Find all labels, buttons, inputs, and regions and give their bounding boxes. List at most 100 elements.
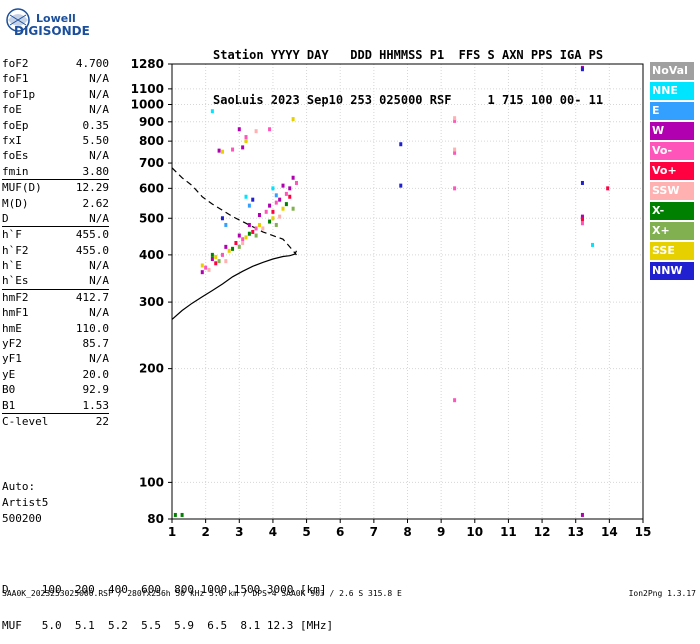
param-value: 110.0 <box>75 321 109 335</box>
echo-point <box>274 200 278 205</box>
station-header: Station YYYY DAY DDD HHMMSS P1 FFS S AXN… <box>213 18 603 123</box>
param-value: 1.53 <box>82 398 110 412</box>
y-tick-label: 1280 <box>131 57 164 71</box>
echo-point <box>291 175 295 180</box>
param-value: N/A <box>89 211 109 225</box>
echo-point <box>453 118 457 123</box>
param-row: B0 92.9 <box>2 382 109 397</box>
y-tick-label: 1000 <box>131 98 164 112</box>
param-value: N/A <box>89 352 109 366</box>
software-version: Ion2Png 1.3.17 <box>628 589 696 598</box>
y-tick-label: 80 <box>147 512 164 526</box>
param-row: hmF1 N/A <box>2 305 109 320</box>
param-name: foF2 <box>2 57 29 70</box>
scaled-parameters-table: foF2 4.700 foF1 N/A foF1p N/A foE N/A foEp 0.35 fx… <box>2 56 109 429</box>
param-value: N/A <box>89 259 109 273</box>
param-name: D <box>2 211 9 225</box>
echo-point <box>217 259 221 264</box>
echo-point <box>606 186 610 191</box>
param-value: 4.700 <box>75 57 109 70</box>
x-tick-label: 8 <box>403 525 411 539</box>
echo-point <box>291 117 295 122</box>
param-value: 455.0 <box>75 228 109 242</box>
x-tick-label: 1 <box>168 525 176 539</box>
echo-point <box>257 222 261 227</box>
ionogram-chart: 1 2 3 4 5 6 7 8 9 10 11 12 13 14 158010020030040050060… <box>131 57 652 539</box>
param-name: hmF2 <box>2 290 29 304</box>
logo-text-top: Lowell <box>36 12 76 25</box>
legend-item: NNW <box>650 262 694 280</box>
param-name: hmE <box>2 321 22 335</box>
echo-point <box>580 217 584 222</box>
echo-point <box>247 203 251 208</box>
echo-point <box>264 209 268 214</box>
param-value: 412.7 <box>75 290 109 304</box>
file-info-line: SAA0K_2023253025000.RSF / 280fx256h 50 k… <box>2 589 402 598</box>
echo-point <box>237 233 241 238</box>
echo-point <box>288 186 292 191</box>
x-tick-label: 15 <box>635 525 652 539</box>
param-row: h`F2 455.0 <box>2 243 109 258</box>
echo-point <box>244 235 248 240</box>
param-row: fxI 5.50 <box>2 133 109 148</box>
y-tick-label: 200 <box>139 362 164 376</box>
y-tick-label: 700 <box>139 156 164 170</box>
param-value: 5.50 <box>82 133 110 147</box>
param-name: fxI <box>2 133 22 147</box>
echo-point <box>217 148 221 153</box>
param-row: h`E N/A <box>2 258 109 273</box>
echo-point <box>214 254 218 259</box>
param-name: h`F2 <box>2 243 29 257</box>
echo-point <box>237 127 241 132</box>
echo-point <box>241 237 245 242</box>
echo-point <box>453 398 457 403</box>
x-tick-label: 12 <box>534 525 551 539</box>
param-name: yF2 <box>2 337 22 351</box>
param-name: foEs <box>2 149 29 163</box>
legend-item: E <box>650 102 694 120</box>
param-name: foF1 <box>2 72 29 86</box>
echo-point <box>271 186 275 191</box>
echo-point <box>271 209 275 214</box>
x-tick-label: 10 <box>466 525 483 539</box>
param-name: foE <box>2 103 22 117</box>
digisonde-logo <box>4 6 64 46</box>
param-name: yF1 <box>2 352 22 366</box>
logo-text-bottom: DIGISONDE <box>14 24 90 38</box>
x-tick-label: 11 <box>500 525 517 539</box>
echo-point <box>268 127 272 132</box>
x-tick-label: 4 <box>269 525 277 539</box>
echo-point <box>284 191 288 196</box>
auto-version: 500200 <box>2 512 42 525</box>
echo-point <box>453 147 457 152</box>
echo-point <box>453 150 457 155</box>
x-tick-label: 5 <box>302 525 310 539</box>
param-name: B0 <box>2 383 16 397</box>
echo-point <box>268 203 272 208</box>
echo-point <box>241 145 245 150</box>
echo-point <box>231 246 235 251</box>
echo-point <box>210 252 214 257</box>
param-name: h`F <box>2 228 22 242</box>
y-tick-label: 800 <box>139 134 164 148</box>
auto-label: Auto: <box>2 480 36 493</box>
param-row: foEp 0.35 <box>2 118 109 133</box>
param-row: h`Es N/A <box>2 273 109 288</box>
auto-program: Artist5 <box>2 496 49 509</box>
param-row: hmE 110.0 <box>2 321 109 336</box>
echo-point <box>284 202 288 207</box>
y-tick-label: 1100 <box>131 82 164 96</box>
header-labels: Station YYYY DAY DDD HHMMSS P1 FFS S AXN… <box>213 48 604 62</box>
echo-point <box>231 147 235 152</box>
x-tick-label: 2 <box>201 525 209 539</box>
echo-point <box>210 109 214 114</box>
echo-point <box>251 197 255 202</box>
echo-point <box>254 233 258 238</box>
echo-point <box>257 213 261 218</box>
param-name: foEp <box>2 118 29 132</box>
distance-row: D 100 200 400 600 800 1000 1500 3000 [km… <box>2 583 327 596</box>
echo-point <box>220 149 224 154</box>
echo-point <box>580 512 584 517</box>
muf-row: MUF 5.0 5.1 5.2 5.5 5.9 6.5 8.1 12.3 [MH… <box>2 619 334 632</box>
echo-point <box>237 244 241 249</box>
